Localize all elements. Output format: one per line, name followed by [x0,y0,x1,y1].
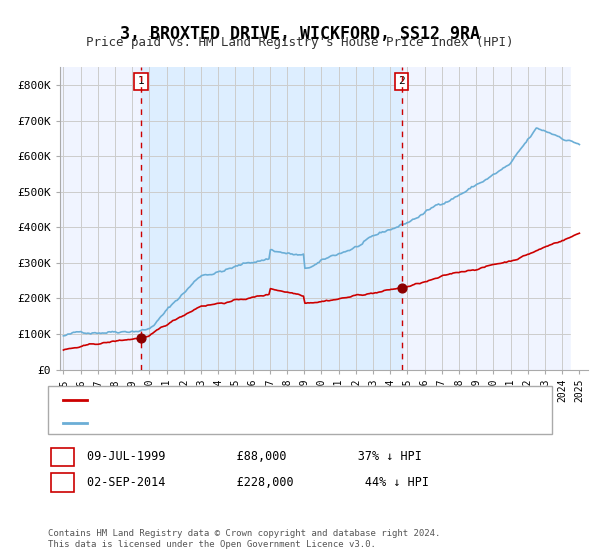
Bar [141,67,402,370]
Text: 2: 2 [398,76,405,86]
Text: Price paid vs. HM Land Registry's House Price Index (HPI): Price paid vs. HM Land Registry's House … [86,36,514,49]
Text: 02-SEP-2014          £228,000          44% ↓ HPI: 02-SEP-2014 £228,000 44% ↓ HPI [87,475,429,489]
Text: 2: 2 [59,475,66,489]
Text: 3, BROXTED DRIVE, WICKFORD, SS12 9RA: 3, BROXTED DRIVE, WICKFORD, SS12 9RA [120,25,480,43]
Point [136,334,146,343]
Text: HPI: Average price, detached house, Basildon: HPI: Average price, detached house, Basi… [93,418,368,428]
Bar [571,67,588,370]
Text: 09-JUL-1999          £88,000          37% ↓ HPI: 09-JUL-1999 £88,000 37% ↓ HPI [87,450,422,464]
Text: 1: 1 [59,450,66,464]
Text: 1: 1 [138,76,145,86]
Text: 3, BROXTED DRIVE, WICKFORD, SS12 9RA (detached house): 3, BROXTED DRIVE, WICKFORD, SS12 9RA (de… [93,395,424,405]
Text: Contains HM Land Registry data © Crown copyright and database right 2024.
This d: Contains HM Land Registry data © Crown c… [48,529,440,549]
Point [397,283,407,292]
